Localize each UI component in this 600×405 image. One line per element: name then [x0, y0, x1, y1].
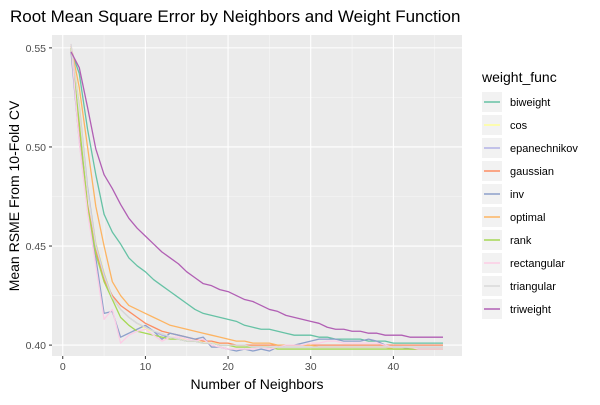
legend-label-epanechnikov: epanechnikov	[510, 143, 578, 155]
series-line-inv	[70, 51, 443, 352]
x-tick-label: 0	[60, 361, 66, 373]
legend-label-gaussian: gaussian	[510, 166, 554, 178]
x-tick-label: 20	[222, 361, 234, 373]
legend-label-triweight: triweight	[510, 304, 551, 316]
y-axis-label: Mean RSME From 10-Fold CV	[6, 100, 22, 291]
legend-title: weight_func	[481, 69, 557, 85]
x-tick-label: 40	[388, 361, 400, 373]
legend: weight_func biweight cos epanechnikov gauss…	[481, 69, 578, 319]
chart-title: Root Mean Square Error by Neighbors and …	[10, 7, 460, 26]
legend-label-triangular: triangular	[510, 281, 556, 293]
series-line-rectangular	[70, 43, 443, 350]
y-tick-label: 0.45	[26, 241, 47, 253]
legend-label-inv: inv	[510, 189, 525, 201]
legend-label-biweight: biweight	[510, 97, 550, 109]
legend-label-optimal: optimal	[510, 212, 545, 224]
y-tick-label: 0.55	[26, 43, 47, 55]
legend-label-rank: rank	[510, 235, 532, 247]
series-lines	[70, 43, 443, 352]
legend-label-cos: cos	[510, 120, 528, 132]
series-line-biweight	[70, 49, 443, 344]
series-line-triweight	[70, 51, 443, 338]
legend-items: biweight cos epanechnikov gaussian inv optima…	[482, 92, 578, 319]
x-tick-label: 30	[305, 361, 317, 373]
series-line-triangular	[70, 43, 443, 348]
y-tick-label: 0.40	[26, 340, 47, 352]
plot-panel	[52, 35, 462, 356]
y-axis: 0.40 0.45 0.50 0.55	[26, 43, 52, 352]
y-tick-label: 0.50	[26, 142, 47, 154]
x-tick-label: 10	[140, 361, 152, 373]
legend-label-rectangular: rectangular	[510, 258, 565, 270]
x-axis: 0 10 20 30 40	[60, 356, 400, 373]
x-axis-label: Number of Neighbors	[190, 376, 323, 392]
series-line-gaussian	[70, 45, 443, 346]
